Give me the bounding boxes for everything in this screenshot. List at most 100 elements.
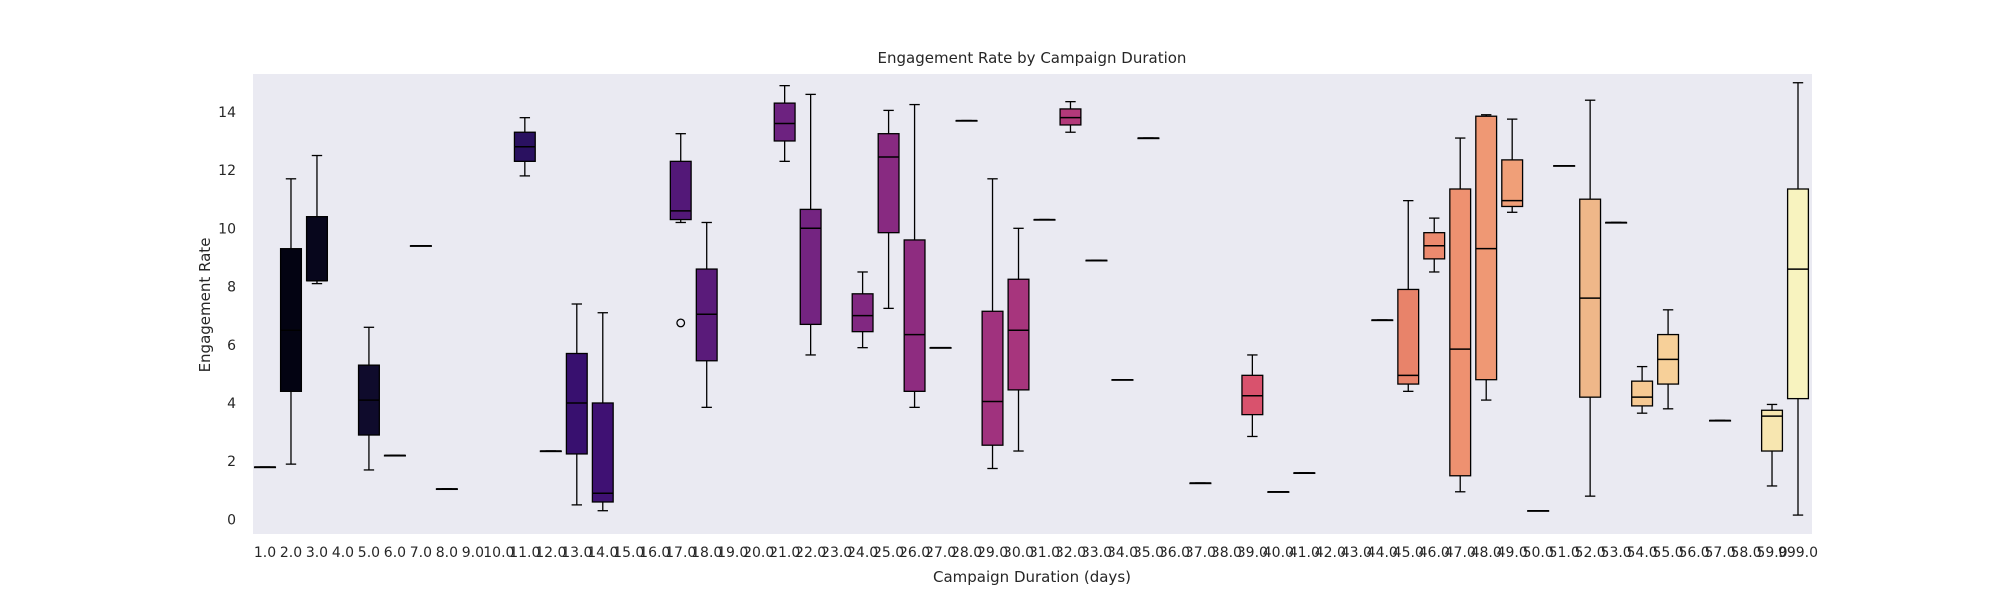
x-tick-label: 30.0 xyxy=(1003,545,1034,561)
box-iqr xyxy=(1760,409,1784,452)
box-30-0 xyxy=(1007,227,1030,452)
box-28-0 xyxy=(955,119,978,122)
x-tick-label: 52.0 xyxy=(1575,545,1606,561)
x-tick-label: 20.0 xyxy=(743,545,774,561)
y-axis-label: Engagement Rate xyxy=(196,238,214,373)
x-tick-label: 35.0 xyxy=(1133,545,1164,561)
box-iqr xyxy=(1449,188,1472,477)
box-18-0 xyxy=(695,221,718,409)
box-iqr xyxy=(981,310,1004,446)
x-tick-label: 16.0 xyxy=(639,545,670,561)
x-tick-label: 19.0 xyxy=(717,545,748,561)
x-tick-label: 38.0 xyxy=(1211,545,1242,561)
box-50-0 xyxy=(1527,509,1550,512)
box-33-0 xyxy=(1085,259,1108,262)
x-tick-label: 46.0 xyxy=(1419,545,1450,561)
y-tick-label: 12 xyxy=(218,163,236,179)
x-tick-label: 10.0 xyxy=(483,545,514,561)
x-axis-ticks: 1.0 2.0 3.0 4.0 5.0 6.0 7.0 8.0 9.0 10.011.012.01… xyxy=(254,545,1818,561)
box-54-0 xyxy=(1631,365,1654,414)
x-tick-label: 56.0 xyxy=(1678,545,1709,561)
outlier-point xyxy=(676,318,686,328)
x-tick-label: 13.0 xyxy=(561,545,592,561)
x-tick-label: 15.0 xyxy=(613,545,644,561)
box-13-0 xyxy=(565,303,588,506)
x-tick-label: 42.0 xyxy=(1315,545,1346,561)
box-iqr xyxy=(1786,188,1810,400)
box-6-0 xyxy=(383,454,406,457)
box-29-0 xyxy=(981,178,1004,470)
x-tick-label: 31.0 xyxy=(1029,545,1060,561)
y-tick-label: 4 xyxy=(227,396,236,412)
x-tick-label: 14.0 xyxy=(587,545,618,561)
box-3-0 xyxy=(305,154,329,285)
y-tick-label: 0 xyxy=(227,512,236,528)
x-tick-label: 2.0 xyxy=(280,545,302,561)
box-iqr xyxy=(877,133,900,234)
box-series xyxy=(253,82,1810,516)
box-37-0 xyxy=(1189,482,1212,485)
x-tick-label: 59.0 xyxy=(1756,545,1787,561)
box-55-0 xyxy=(1657,309,1680,410)
y-tick-label: 10 xyxy=(218,221,236,237)
box-45-0 xyxy=(1397,199,1420,392)
x-tick-label: 23.0 xyxy=(821,545,852,561)
box-27-0 xyxy=(929,346,952,349)
x-tick-label: 6.0 xyxy=(384,545,406,561)
chart-title: Engagement Rate by Campaign Duration xyxy=(878,49,1187,67)
x-tick-label: 51.0 xyxy=(1549,545,1580,561)
box-51-0 xyxy=(1553,164,1576,167)
box-iqr xyxy=(591,402,614,503)
x-tick-label: 9.0 xyxy=(462,545,484,561)
x-tick-label: 4.0 xyxy=(332,545,354,561)
box-iqr xyxy=(1397,288,1420,385)
box-32-0 xyxy=(1059,101,1082,133)
x-tick-label: 7.0 xyxy=(410,545,432,561)
x-tick-label: 26.0 xyxy=(899,545,930,561)
box-5-0 xyxy=(357,326,380,471)
box-12-0 xyxy=(539,450,562,453)
x-tick-label: 25.0 xyxy=(873,545,904,561)
box-48-0 xyxy=(1475,114,1498,401)
box-iqr xyxy=(1007,278,1030,391)
box-1-0 xyxy=(253,466,277,469)
box-53-0 xyxy=(1605,221,1628,224)
box-iqr xyxy=(1501,159,1524,208)
box-39-0 xyxy=(1241,354,1264,438)
x-tick-label: 57.0 xyxy=(1704,545,1735,561)
x-tick-label: 27.0 xyxy=(925,545,956,561)
box-26-0 xyxy=(903,103,926,409)
x-tick-label: 12.0 xyxy=(535,545,566,561)
x-tick-label: 33.0 xyxy=(1081,545,1112,561)
box-35-0 xyxy=(1137,137,1160,140)
box-iqr xyxy=(305,216,329,282)
x-tick-label: 32.0 xyxy=(1055,545,1086,561)
box-22-0 xyxy=(799,93,822,356)
box-iqr xyxy=(1631,380,1654,407)
x-tick-label: 29.0 xyxy=(977,545,1008,561)
x-tick-label: 18.0 xyxy=(691,545,722,561)
x-tick-label: 8.0 xyxy=(436,545,458,561)
x-tick-label: 11.0 xyxy=(509,545,540,561)
x-tick-label: 41.0 xyxy=(1289,545,1320,561)
box-25-0 xyxy=(877,109,900,310)
x-tick-label: 17.0 xyxy=(665,545,696,561)
box-34-0 xyxy=(1111,378,1134,381)
x-tick-label: 36.0 xyxy=(1159,545,1190,561)
x-tick-label: 22.0 xyxy=(795,545,826,561)
box-14-0 xyxy=(591,312,614,512)
box-999-0 xyxy=(1786,82,1810,516)
box-31-0 xyxy=(1033,218,1056,221)
box-21-0 xyxy=(773,84,796,162)
y-tick-label: 2 xyxy=(227,454,236,470)
box-8-0 xyxy=(435,488,458,491)
box-iqr xyxy=(799,208,822,326)
x-tick-label: 3.0 xyxy=(306,545,328,561)
box-24-0 xyxy=(851,271,874,349)
plot-area xyxy=(253,74,1812,534)
x-tick-label: 40.0 xyxy=(1263,545,1294,561)
box-iqr xyxy=(903,239,926,392)
box-2-0 xyxy=(279,178,303,465)
box-49-0 xyxy=(1501,118,1524,213)
